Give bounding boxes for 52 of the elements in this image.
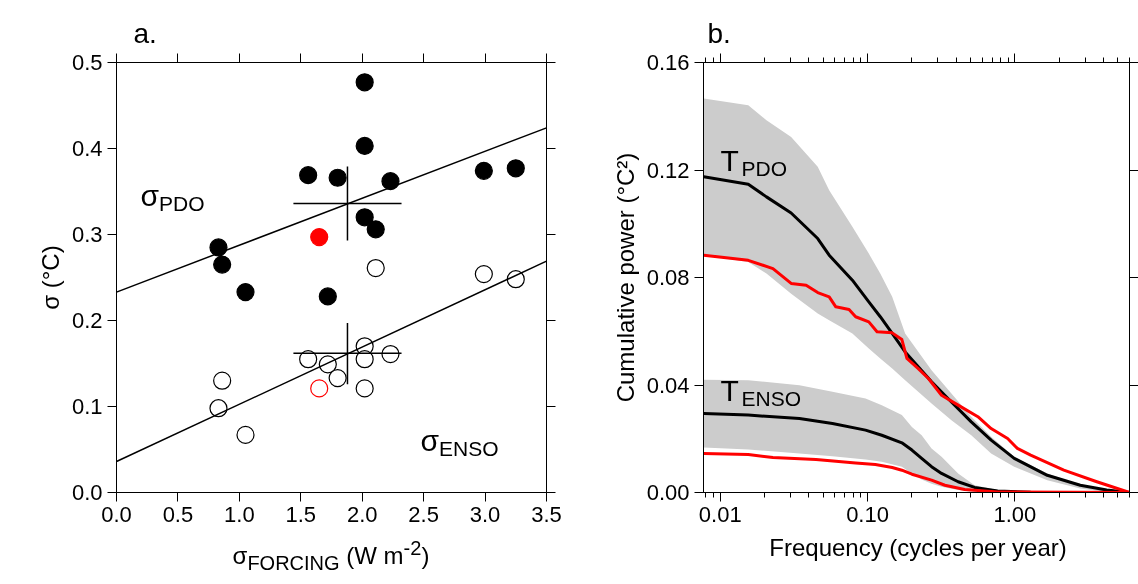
x-axis-title: σ$_{FORCING}$ (W m$^{-2}$)	[231, 536, 431, 576]
y-tick-label: 0.3	[71, 222, 103, 247]
x-tick-label: 3.5	[531, 501, 562, 527]
point	[209, 399, 228, 418]
x-tick-label: 1.5	[285, 501, 317, 527]
x-tick-label: 2.5	[408, 501, 439, 527]
y-axis-title: Cumulative power (°C²)	[611, 152, 639, 403]
y-tick-label: 0.0	[71, 480, 103, 505]
point	[310, 228, 329, 247]
y-tick-label: 0.5	[71, 50, 103, 75]
y-tick-label: 0.2	[71, 308, 103, 333]
x-tick-label: 0.5	[162, 501, 194, 527]
x-tick-label: 0.10	[846, 501, 889, 527]
x-tick-label: 0.0	[101, 501, 132, 527]
y-tick-label: 0.12	[646, 157, 690, 183]
y-axis-title: σ (°C)	[36, 245, 64, 310]
point	[474, 264, 493, 284]
x-axis-title: Frequency (cycles per year)	[768, 534, 1068, 562]
point	[299, 350, 318, 369]
point	[355, 208, 374, 227]
point	[299, 166, 318, 185]
point	[355, 136, 374, 155]
point	[355, 379, 374, 398]
y-tick-label: 0.04	[646, 372, 690, 398]
point	[381, 172, 400, 191]
point	[474, 161, 493, 180]
point	[506, 159, 525, 178]
point	[366, 220, 385, 239]
x-tick-label: 3.0	[469, 501, 501, 527]
y-tick-label: 0.4	[71, 136, 103, 161]
point	[213, 371, 232, 390]
point	[355, 73, 374, 92]
chart-title: b.	[707, 17, 731, 49]
point	[328, 168, 347, 187]
x-tick-label: 1.00	[993, 501, 1037, 527]
x-tick-label: 0.01	[698, 501, 742, 527]
point	[209, 238, 228, 257]
point	[310, 379, 329, 398]
chart-title: a.	[133, 17, 157, 49]
x-tick-label: 2.0	[346, 501, 378, 527]
y-tick-label: 0.00	[646, 480, 690, 505]
point	[506, 270, 525, 289]
y-tick-label: 0.1	[71, 394, 103, 419]
point	[236, 283, 255, 302]
y-tick-label: 0.08	[646, 265, 690, 290]
point	[318, 287, 337, 306]
point	[328, 369, 347, 388]
x-tick-label: 1.0	[224, 501, 255, 527]
point	[366, 258, 385, 278]
y-tick-label: 0.16	[646, 50, 690, 75]
point	[236, 425, 255, 444]
point	[213, 255, 232, 274]
